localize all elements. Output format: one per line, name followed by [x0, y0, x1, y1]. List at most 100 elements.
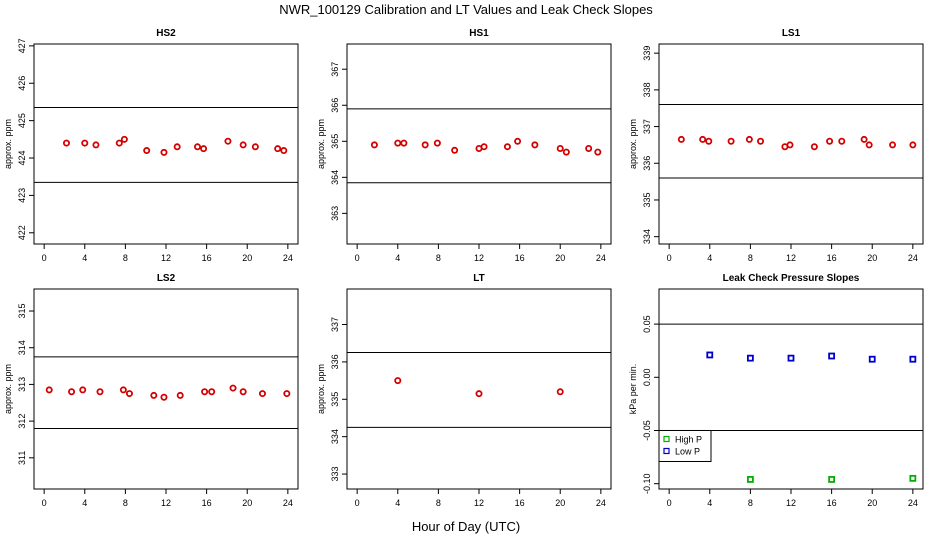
data-point: [239, 141, 247, 149]
x-tick-label: 12: [474, 498, 484, 508]
x-tick-label: 0: [42, 498, 47, 508]
data-point: [160, 393, 168, 401]
data-point: [909, 355, 917, 363]
y-axis-label: approx. ppm: [3, 364, 13, 414]
data-point: [201, 388, 209, 396]
x-tick-label: 8: [748, 498, 753, 508]
x-tick-label: 16: [827, 253, 837, 263]
data-point: [865, 141, 873, 149]
data-point: [889, 141, 897, 149]
data-point: [860, 135, 868, 143]
y-tick-label: -0.05: [642, 420, 652, 441]
panel-title: LS1: [782, 28, 801, 39]
x-tick-label: 12: [786, 498, 796, 508]
x-tick-label: 8: [436, 253, 441, 263]
x-tick-label: 12: [161, 253, 171, 263]
y-tick-label: 337: [642, 119, 652, 134]
x-tick-label: 24: [596, 498, 606, 508]
panel-ls2: LS2 0 4 8 12 16 20 24 311 312 313 314 315 approx. ppm: [3, 273, 299, 508]
data-point: [677, 135, 685, 143]
panel-title: HS2: [156, 28, 176, 39]
y-tick-label: 425: [17, 113, 27, 128]
y-tick-label: 0.00: [642, 369, 652, 387]
data-point: [745, 135, 753, 143]
data-point: [838, 137, 846, 145]
y-tick-label: 314: [17, 340, 27, 355]
data-point: [706, 351, 714, 359]
plot-frame: [658, 43, 924, 245]
data-point: [62, 139, 70, 147]
y-tick-label: 315: [17, 304, 27, 319]
y-axis-label: approx. ppm: [316, 364, 326, 414]
x-tick-label: 4: [707, 498, 712, 508]
x-tick-label: 16: [827, 498, 837, 508]
data-point: [274, 145, 282, 153]
y-tick-label: 311: [17, 451, 27, 465]
data-point: [200, 145, 208, 153]
y-tick-label: 336: [330, 354, 340, 369]
y-tick-label: -0.10: [642, 473, 652, 494]
x-tick-label: 16: [515, 253, 525, 263]
panel-title: LT: [473, 273, 484, 284]
x-tick-label: 4: [395, 253, 400, 263]
data-point: [810, 143, 818, 151]
data-point: [251, 143, 259, 151]
x-tick-label: 0: [42, 253, 47, 263]
data-point: [451, 146, 459, 154]
x-tick-label: 0: [667, 498, 672, 508]
x-tick-label: 20: [867, 498, 877, 508]
x-tick-label: 24: [596, 253, 606, 263]
data-point: [283, 390, 291, 398]
y-tick-label: 364: [330, 170, 340, 185]
y-tick-label: 424: [17, 151, 27, 166]
data-point: [143, 147, 151, 155]
y-tick-label: 337: [330, 317, 340, 332]
data-point: [531, 141, 539, 149]
y-tick-label: 334: [642, 229, 652, 244]
data-point: [229, 384, 237, 392]
data-point: [757, 137, 765, 145]
x-tick-label: 4: [395, 498, 400, 508]
panel-hs1: HS1 0 4 8 12 16 20 24 363 364 365 366 367 approx. ppm: [316, 28, 612, 263]
x-tick-label: 8: [436, 498, 441, 508]
y-tick-label: 333: [330, 467, 340, 482]
data-point: [585, 145, 593, 153]
data-point: [475, 390, 483, 398]
y-tick-label: 363: [330, 206, 340, 221]
y-tick-label: 335: [642, 192, 652, 207]
data-point: [786, 141, 794, 149]
data-point: [787, 354, 795, 362]
data-point: [394, 139, 402, 147]
x-tick-label: 12: [161, 498, 171, 508]
data-point: [421, 141, 429, 149]
y-tick-label: 366: [330, 98, 340, 113]
x-tick-label: 0: [667, 253, 672, 263]
x-tick-label: 24: [908, 498, 918, 508]
y-tick-label: 426: [17, 76, 27, 91]
data-point: [160, 148, 168, 156]
y-tick-label: 423: [17, 188, 27, 203]
data-point: [92, 141, 100, 149]
x-tick-label: 0: [355, 253, 360, 263]
panel-title: HS1: [469, 28, 489, 39]
x-tick-label: 24: [908, 253, 918, 263]
y-tick-label: 427: [17, 38, 27, 53]
data-point: [828, 352, 836, 360]
data-point: [173, 143, 181, 151]
x-tick-label: 16: [202, 253, 212, 263]
x-tick-label: 20: [555, 498, 565, 508]
data-point: [909, 474, 917, 482]
data-point: [562, 148, 570, 156]
data-point: [193, 143, 201, 151]
y-tick-label: 0.05: [642, 315, 652, 333]
panel-lt: LT 0 4 8 12 16 20 24 333 334 335 336 337 approx. ppm: [316, 273, 612, 508]
plot-frame: [346, 288, 612, 490]
data-point: [433, 139, 441, 147]
x-tick-label: 8: [123, 253, 128, 263]
x-tick-label: 24: [283, 253, 293, 263]
x-tick-label: 0: [355, 498, 360, 508]
data-point: [119, 386, 127, 394]
x-tick-label: 8: [748, 253, 753, 263]
data-point: [68, 388, 76, 396]
